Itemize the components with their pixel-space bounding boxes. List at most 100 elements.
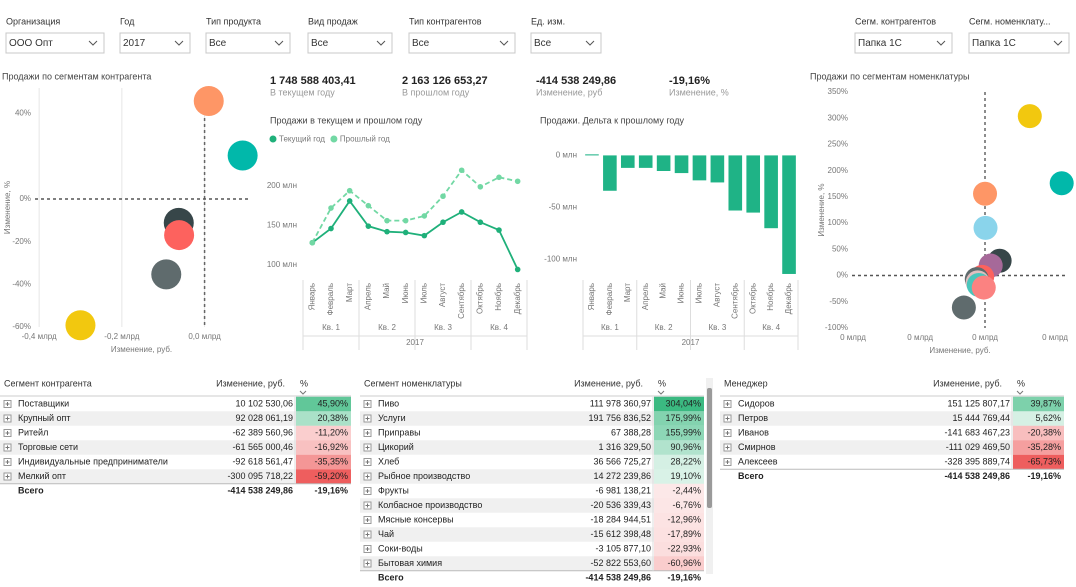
column-header: Изменение, руб. <box>216 378 285 388</box>
cell-percent: -59,20% <box>314 471 348 481</box>
filter-dropdown[interactable] <box>119 32 191 54</box>
y-tick-label: 40% <box>15 109 31 118</box>
cell-value: 151 125 807,17 <box>947 398 1010 408</box>
expand-plus <box>5 460 10 464</box>
row-stripe <box>360 411 654 426</box>
cell-percent: 39,87% <box>1030 398 1061 408</box>
point <box>496 174 502 181</box>
filter-dropdown[interactable] <box>530 32 602 54</box>
row-label: Петров <box>738 413 768 423</box>
kpi-value: -414 538 249,86 <box>536 75 616 87</box>
row-stripe <box>360 440 654 455</box>
x-tick-label: Июнь <box>677 283 686 303</box>
cell-value: 15 444 769,44 <box>952 413 1010 423</box>
filter-value: Папка 1С <box>972 38 1016 49</box>
cell-value: -62 389 560,96 <box>232 427 293 437</box>
percent-cell-bg <box>654 469 704 484</box>
sort-arrow <box>657 390 665 395</box>
cell-value: 1 316 329,50 <box>598 442 651 452</box>
filter-label: Тип контрагентов <box>409 16 482 26</box>
kpi-label: Изменение, руб <box>536 87 602 97</box>
x-tick-label: Октябрь <box>748 283 757 314</box>
row-stripe <box>360 498 654 513</box>
x-tick-label: Сентябрь <box>457 283 466 319</box>
point <box>365 202 372 209</box>
cell-percent: 90,96% <box>670 442 701 452</box>
point <box>458 209 465 215</box>
row-stripe <box>0 411 296 426</box>
filter-label: Сегм. контрагентов <box>855 16 936 26</box>
expand-plus <box>5 416 10 421</box>
filter-label: Организация <box>6 16 60 26</box>
point <box>402 229 409 236</box>
filter-dropdown[interactable] <box>205 32 291 54</box>
y-tick-label: 200% <box>828 166 848 175</box>
row-label: Соки-воды <box>378 543 423 553</box>
y-tick-label: 100 млн <box>267 260 297 269</box>
cell-value: -6 981 138,21 <box>595 485 651 495</box>
row-stripe <box>360 527 654 542</box>
bubble <box>65 310 96 341</box>
cell-percent: 20,38% <box>317 413 348 423</box>
cell-percent: 45,90% <box>317 398 348 408</box>
x-tick-label: Январь <box>587 283 596 310</box>
bar <box>638 155 653 168</box>
bar <box>746 155 761 213</box>
group-label: Кв. 4 <box>762 323 780 332</box>
group-label: Кв. 1 <box>601 323 619 332</box>
cell-value: 14 272 239,86 <box>593 471 651 481</box>
filter-dropdown[interactable] <box>408 32 516 54</box>
cell-percent: -2,44% <box>672 485 701 495</box>
row-label: Фрукты <box>378 485 409 495</box>
sort-arrow <box>1016 390 1024 395</box>
filter-value: Все <box>311 38 329 49</box>
legend-label: Текущий год <box>279 135 325 144</box>
chart-title: Продажи по сегментам контрагента <box>2 71 151 81</box>
filter-dropdown[interactable] <box>307 32 393 54</box>
point <box>477 219 484 226</box>
cell-percent: -20,38% <box>1027 427 1061 437</box>
point <box>421 213 428 219</box>
total-value: -414 538 249,86 <box>944 471 1010 481</box>
percent-cell-bg <box>296 454 351 470</box>
group-label: Кв. 1 <box>322 323 340 332</box>
legend-marker <box>269 135 277 143</box>
cell-percent: -60,96% <box>667 558 701 568</box>
percent-cell-bg <box>654 425 704 441</box>
y-tick-label: 50% <box>832 244 848 253</box>
bubble <box>151 259 182 290</box>
filter-dropdown[interactable] <box>5 32 105 54</box>
point <box>514 266 521 273</box>
y-tick-label: 0 млн <box>556 151 577 160</box>
row-label: Приправы <box>378 427 421 437</box>
filter-dropdown[interactable] <box>968 32 1070 54</box>
expand-plus <box>365 518 370 522</box>
filter-dropdown[interactable] <box>854 32 953 54</box>
cell-value: -141 683 467,23 <box>944 427 1010 437</box>
cell-value: -18 284 944,51 <box>590 514 651 524</box>
x-tick-label: Декабрь <box>513 283 522 314</box>
y-tick-label: 150% <box>828 192 848 201</box>
group-label: Кв. 2 <box>655 323 673 332</box>
y-tick-label: -100% <box>825 323 848 332</box>
x-tick-label: Май <box>659 283 668 299</box>
x-tick-label: Февраль <box>605 283 614 316</box>
scrollbar-thumb[interactable] <box>707 388 712 508</box>
dropdown-chevron <box>376 40 386 46</box>
cell-percent: -65,73% <box>1027 456 1061 466</box>
y-axis-title: Изменение, % <box>817 183 826 236</box>
cell-value: -52 822 553,60 <box>590 558 651 568</box>
y-tick-label: 0% <box>836 271 848 280</box>
x-tick-label: Май <box>382 283 391 299</box>
y-tick-label: -60% <box>12 322 31 331</box>
percent-cell-bg <box>654 541 704 557</box>
row-stripe <box>360 469 654 484</box>
cell-percent: -11,20% <box>315 427 348 437</box>
expand-plus <box>725 402 730 406</box>
point <box>328 225 334 232</box>
chart-title: Продажи в текущем и прошлом году <box>270 115 423 125</box>
total-percent: -19,16% <box>667 572 701 582</box>
y-tick-label: 200 млн <box>267 181 297 190</box>
dropdown-chevron <box>1053 40 1063 46</box>
